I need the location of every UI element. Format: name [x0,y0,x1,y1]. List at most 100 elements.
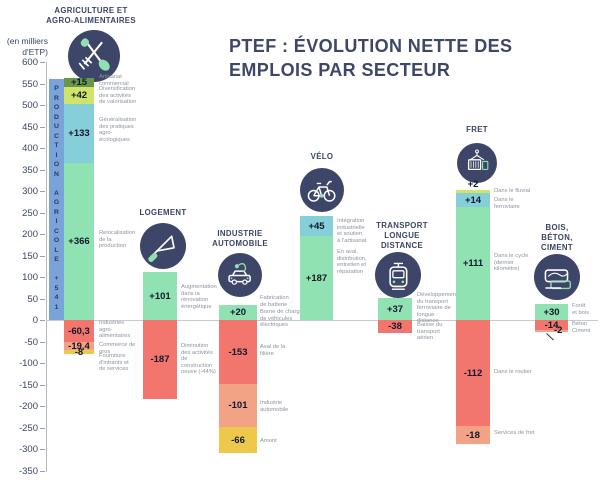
bar-segment: -60,3 [64,320,94,342]
segment-annotation: Borne de charge de véhicules électriques [260,309,303,328]
segment-value: -18 [466,429,480,441]
segment-value: +187 [305,272,328,284]
y-tick-mark [40,341,45,343]
bicycle-icon [300,168,344,212]
segment-annotation: Intégration industrielle et soutien à l'… [337,218,367,244]
electric-car-icon [218,253,262,297]
segment-annotation: Baisse du transport aérien [417,322,443,341]
trowel-icon [140,223,186,269]
y-tick-mark [40,148,45,149]
segment-value: +366 [68,236,90,247]
sector-title: LOGEMENT [139,208,187,217]
y-tick-label: 550 [22,78,38,90]
segment-value: -153 [228,346,248,358]
y-tick-label: -300 [18,444,38,455]
y-tick-label: 450 [22,121,38,133]
y-tick-mark [40,105,45,106]
y-tick-mark [40,169,45,171]
segment-value: -101 [228,400,248,411]
bar-segment: +366 [64,163,94,320]
segment-annotation: Dans le cycle (dernier kilomètre) [494,253,529,272]
y-tick-label: -350 [18,465,38,477]
segment-value: -8 [74,346,84,358]
wood-stack-icon [534,254,580,300]
segment-annotation: Forêt et bois [572,303,590,316]
y-tick-label: -100 [18,358,38,369]
segment-annotation: Dans le fluvial [494,188,531,194]
crane-container-icon [467,149,489,171]
y-tick-mark [40,427,45,429]
bicycle-icon [308,181,336,203]
segment-annotation: Dans le ferroviaire [494,197,520,210]
segment-value: +42 [70,90,88,101]
bar-segment: -153 [219,320,257,384]
bar-segment: -187 [143,320,177,399]
y-tick-mark [40,191,45,192]
sector-title: BOIS, BÉTON, CIMENT [541,223,573,252]
segment-annotation: Béton Ciment [572,321,591,334]
bar-segment: +101 [143,272,177,320]
segment-annotation: Fabrication de batterie [260,295,289,308]
y-tick-mark [40,406,45,407]
segment-value: +30 [543,306,560,318]
y-tick-label: 100 [22,272,38,283]
segment-value: -66 [231,434,245,446]
callout-line [546,328,555,346]
trowel-icon [147,235,175,262]
bar-segment: +14 [456,193,490,207]
segment-annotation: Commerce de gros [99,342,136,355]
bar-segment: -112 [456,320,490,426]
segment-value: +2 [467,179,479,190]
segment-annotation: Services de fret [494,430,535,436]
segment-value: +133 [68,128,90,139]
segment-annotation: Industrie automobile [260,400,289,413]
y-tick-label: 0 [32,315,38,326]
bar-segment: +20 [219,305,257,320]
y-tick-mark [40,363,45,364]
segment-value: +37 [386,303,404,315]
y-tick-label: -150 [18,379,38,391]
segment-annotation: Artisanat commercial [99,74,129,87]
bar-segment: -19,4 [64,341,94,352]
y-tick-mark [40,255,45,257]
bar-segment: +133 [64,104,94,163]
segment-value: +101 [149,290,171,302]
y-axis-line [46,62,47,472]
y-tick-mark [40,470,45,472]
y-tick-label: 200 [22,229,38,240]
y-tick-mark [40,126,45,128]
y-tick-label: 250 [22,207,38,219]
bar-segment: -101 [219,384,257,427]
y-tick-label: 50 [27,293,38,305]
sector-title: TRANSPORT LONGUE DISTANCE [376,221,428,250]
segment-annotation: Développement du transport ferroviaire d… [417,292,458,324]
electric-car-icon [228,263,252,286]
callout-line [546,333,554,341]
segment-annotation: Relocalisation de la production [99,230,136,249]
y-tick-label: -50 [24,336,38,348]
segment-value: -14 [544,319,559,331]
segment-annotation: Généralisation des pratiques agro- écolo… [99,117,137,143]
segment-annotation: Dans le routier [494,369,532,375]
y-tick-label: 350 [22,164,38,176]
sector-title: VÉLO [310,152,334,161]
segment-annotation: Diversification des activités de valoris… [99,86,137,105]
bar-segment: +187 [300,236,333,320]
y-tick-mark [40,298,45,300]
segment-value: -187 [150,354,170,365]
bar-segment: +42 [64,87,94,104]
farm-tools-icon [78,38,110,71]
bar-segment [535,330,568,332]
segment-annotation: Aval de la filière [260,344,286,357]
y-tick-mark [40,277,45,278]
y-axis-unit-label: (en milliers d'ETP) [6,36,48,57]
bar-segment: -14 [535,319,568,331]
y-tick-label: -200 [18,401,38,412]
segment-value: +15 [70,77,88,88]
y-tick-label: 500 [22,100,38,111]
bar-segment: +30 [535,304,568,320]
production-total-bar: P R O D U C T I O N A G R I C O L E + 5 … [49,79,64,320]
segment-annotation: Fourniture d'intrants et de services [99,353,129,372]
bar-segment: -8 [64,347,94,358]
